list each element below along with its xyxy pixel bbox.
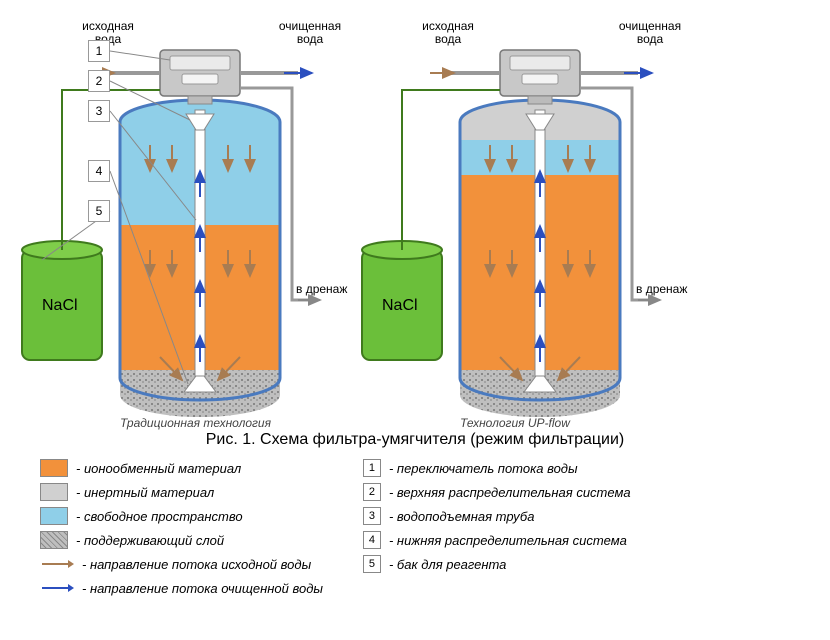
drain-label: в дренаж xyxy=(636,282,687,296)
subtitle-upflow: Технология UP-flow xyxy=(460,416,660,430)
legend: - ионообменный материал - инертный матери… xyxy=(0,459,830,597)
legend-number-box: 3 xyxy=(363,507,381,525)
legend-label: - направление потока очищенной воды xyxy=(82,581,323,596)
clean-water-label: очищеннаявода xyxy=(610,20,690,46)
source-water-label: исходнаявода xyxy=(408,20,488,46)
legend-arrow-icon xyxy=(40,579,74,597)
legend-number-box: 5 xyxy=(363,555,381,573)
salt-label: NaCl xyxy=(382,297,418,315)
legend-number-box: 1 xyxy=(363,459,381,477)
legend-label: - инертный материал xyxy=(76,485,214,500)
drain-label: в дренаж xyxy=(296,282,347,296)
figure-caption: Рис. 1. Схема фильтра-умягчителя (режим … xyxy=(0,431,830,449)
callout-box-3: 3 xyxy=(88,100,110,122)
legend-number-box: 2 xyxy=(363,483,381,501)
legend-swatch xyxy=(40,459,68,477)
legend-label: - верхняя распределительная система xyxy=(389,485,631,500)
callout-box-1: 1 xyxy=(88,40,110,62)
legend-number-box: 4 xyxy=(363,531,381,549)
legend-number-row: 1 - переключатель потока воды xyxy=(363,459,631,477)
legend-label: - переключатель потока воды xyxy=(389,461,578,476)
clean-water-label: очищеннаявода xyxy=(270,20,350,46)
legend-arrow-row: - направление потока исходной воды xyxy=(40,555,323,573)
legend-col-right: 1 - переключатель потока воды 2 - верхняя р… xyxy=(363,459,631,597)
legend-number-row: 2 - верхняя распределительная система xyxy=(363,483,631,501)
callout-box-4: 4 xyxy=(88,160,110,182)
diagram-area: исходнаяводаочищеннаяводав дренажNaClТра… xyxy=(0,0,830,425)
legend-color-row: - инертный материал xyxy=(40,483,323,501)
callout-box-2: 2 xyxy=(88,70,110,92)
legend-swatch xyxy=(40,483,68,501)
salt-label: NaCl xyxy=(42,297,78,315)
diagram-svg xyxy=(0,0,830,425)
legend-label: - свободное пространство xyxy=(76,509,243,524)
legend-label: - поддерживающий слой xyxy=(76,533,224,548)
legend-label: - нижняя распределительная система xyxy=(389,533,627,548)
legend-arrow-row: - направление потока очищенной воды xyxy=(40,579,323,597)
legend-number-row: 3 - водоподъемная труба xyxy=(363,507,631,525)
callout-box-5: 5 xyxy=(88,200,110,222)
legend-color-row: - поддерживающий слой xyxy=(40,531,323,549)
legend-number-row: 4 - нижняя распределительная система xyxy=(363,531,631,549)
subtitle-trad: Традиционная технология xyxy=(120,416,320,430)
legend-swatch xyxy=(40,531,68,549)
legend-label: - ионообменный материал xyxy=(76,461,241,476)
legend-swatch xyxy=(40,507,68,525)
legend-label: - бак для реагента xyxy=(389,557,506,572)
legend-label: - направление потока исходной воды xyxy=(82,557,311,572)
legend-label: - водоподъемная труба xyxy=(389,509,534,524)
legend-arrow-icon xyxy=(40,555,74,573)
legend-color-row: - ионообменный материал xyxy=(40,459,323,477)
legend-number-row: 5 - бак для реагента xyxy=(363,555,631,573)
legend-col-left: - ионообменный материал - инертный матери… xyxy=(40,459,323,597)
legend-color-row: - свободное пространство xyxy=(40,507,323,525)
